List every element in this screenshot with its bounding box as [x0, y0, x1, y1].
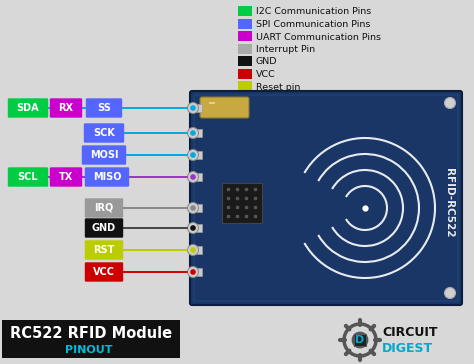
Circle shape	[188, 103, 199, 114]
Text: Interrupt Pin: Interrupt Pin	[256, 45, 315, 54]
Text: UART Communication Pins: UART Communication Pins	[256, 32, 381, 41]
FancyBboxPatch shape	[354, 334, 366, 346]
Text: RST: RST	[93, 245, 115, 255]
FancyBboxPatch shape	[50, 98, 82, 118]
Circle shape	[188, 222, 199, 233]
Text: TX: TX	[59, 172, 73, 182]
FancyBboxPatch shape	[222, 183, 262, 223]
FancyBboxPatch shape	[194, 224, 202, 232]
FancyBboxPatch shape	[85, 240, 123, 260]
Circle shape	[190, 174, 196, 180]
Text: Reset pin: Reset pin	[256, 83, 301, 91]
Text: D: D	[356, 335, 365, 345]
Text: PINOUT: PINOUT	[65, 345, 113, 355]
Text: RX: RX	[58, 103, 73, 113]
Text: RC522 RFID Module: RC522 RFID Module	[10, 325, 172, 340]
Text: I2C Communication Pins: I2C Communication Pins	[256, 8, 371, 16]
FancyBboxPatch shape	[82, 145, 126, 165]
Text: DIGEST: DIGEST	[382, 341, 433, 355]
FancyBboxPatch shape	[190, 91, 462, 305]
Text: RFID-RC522: RFID-RC522	[444, 168, 454, 238]
Circle shape	[188, 202, 199, 214]
Circle shape	[190, 205, 196, 211]
FancyBboxPatch shape	[8, 98, 48, 118]
Text: SPI Communication Pins: SPI Communication Pins	[256, 20, 370, 29]
FancyBboxPatch shape	[85, 167, 129, 187]
FancyBboxPatch shape	[194, 151, 202, 159]
FancyBboxPatch shape	[85, 262, 123, 282]
Text: VCC: VCC	[256, 70, 276, 79]
Circle shape	[188, 266, 199, 277]
FancyBboxPatch shape	[238, 31, 252, 41]
Text: SCL: SCL	[18, 172, 38, 182]
Circle shape	[190, 152, 196, 158]
Circle shape	[445, 98, 456, 108]
Circle shape	[188, 171, 199, 182]
Text: MISO: MISO	[93, 172, 121, 182]
Circle shape	[190, 225, 196, 231]
Text: SCK: SCK	[93, 128, 115, 138]
FancyBboxPatch shape	[238, 81, 252, 91]
FancyBboxPatch shape	[86, 98, 122, 118]
FancyBboxPatch shape	[238, 19, 252, 28]
Circle shape	[188, 127, 199, 138]
FancyBboxPatch shape	[200, 97, 249, 118]
Circle shape	[190, 105, 196, 111]
Circle shape	[190, 269, 196, 275]
Text: GND: GND	[256, 58, 277, 67]
FancyBboxPatch shape	[194, 129, 202, 137]
Text: GND: GND	[92, 223, 116, 233]
FancyBboxPatch shape	[85, 218, 123, 238]
FancyBboxPatch shape	[194, 173, 202, 181]
Text: MOSI: MOSI	[90, 150, 118, 160]
FancyBboxPatch shape	[194, 268, 202, 276]
FancyBboxPatch shape	[50, 167, 82, 187]
FancyBboxPatch shape	[84, 123, 124, 143]
FancyBboxPatch shape	[238, 68, 252, 79]
Text: CIRCUIT: CIRCUIT	[382, 325, 438, 339]
FancyBboxPatch shape	[194, 104, 202, 112]
Circle shape	[190, 130, 196, 136]
Circle shape	[188, 245, 199, 256]
FancyBboxPatch shape	[8, 167, 48, 187]
FancyBboxPatch shape	[238, 44, 252, 54]
FancyBboxPatch shape	[2, 320, 180, 358]
FancyBboxPatch shape	[238, 56, 252, 66]
FancyBboxPatch shape	[194, 246, 202, 254]
Text: SS: SS	[97, 103, 111, 113]
Text: VCC: VCC	[93, 267, 115, 277]
FancyBboxPatch shape	[85, 198, 123, 218]
FancyBboxPatch shape	[238, 6, 252, 16]
Circle shape	[445, 288, 456, 298]
Circle shape	[188, 150, 199, 161]
Text: IRQ: IRQ	[94, 203, 114, 213]
Text: SDA: SDA	[17, 103, 39, 113]
Circle shape	[190, 247, 196, 253]
FancyBboxPatch shape	[194, 204, 202, 212]
